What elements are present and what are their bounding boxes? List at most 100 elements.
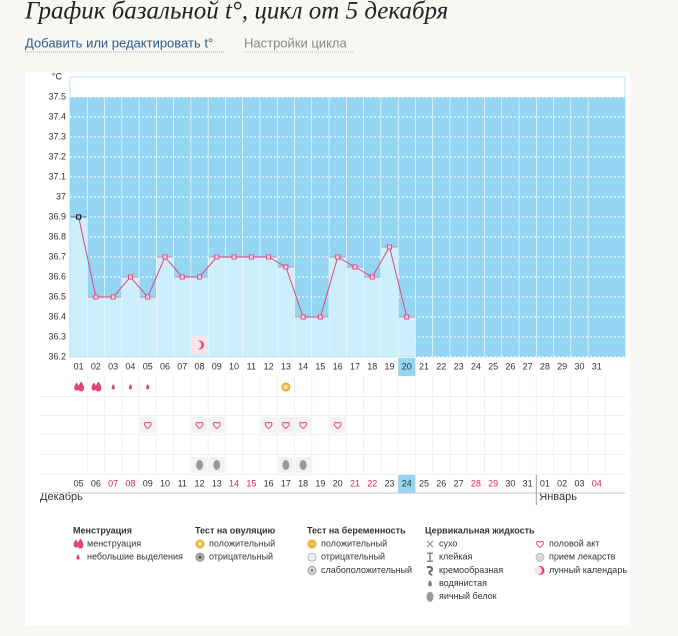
date-label: 09: [143, 478, 153, 488]
dot: [198, 555, 202, 559]
icon-sticky: [427, 552, 433, 562]
icon-pregnancy-faint: [307, 565, 317, 575]
bar: [311, 316, 330, 358]
icon-sex: [282, 422, 290, 430]
date-label: 10: [160, 478, 170, 488]
x-tick-label: 14: [298, 361, 308, 371]
icon-egg-white: [299, 460, 307, 470]
y-tick-label: 37.2: [48, 151, 66, 161]
icon-sex: [264, 422, 273, 430]
icon-egg-white: [213, 460, 221, 470]
x-tick-label: 29: [557, 361, 567, 371]
legend-label: водянистая: [439, 578, 487, 588]
x-tick-label: 17: [350, 361, 360, 371]
bar: [121, 276, 140, 358]
bar: [294, 316, 313, 358]
x-tick-label: 20: [402, 361, 412, 371]
x-tick-label: 27: [523, 361, 533, 371]
icon-sex: [212, 422, 221, 430]
moon-cut: [193, 341, 202, 349]
bar: [104, 296, 123, 358]
drop: [78, 381, 85, 392]
date-label: 13: [212, 478, 222, 488]
x-tick-label: 12: [264, 361, 274, 371]
y-tick-label: 36.4: [48, 311, 66, 321]
icon-dry: [426, 540, 434, 548]
heart: [299, 422, 308, 430]
date-label: 11: [178, 478, 187, 488]
legend-label: яичный белок: [439, 591, 497, 601]
dot: [307, 552, 317, 562]
highlight: [398, 475, 416, 493]
bar: [138, 296, 157, 358]
icon-egg-white: [282, 460, 290, 470]
legend-label: сухо: [439, 538, 457, 548]
date-label: 02: [557, 478, 567, 488]
date-label: 18: [298, 478, 308, 488]
date-label: 19: [315, 478, 325, 488]
date-label: 08: [125, 478, 135, 488]
date-label: 15: [246, 478, 256, 488]
symbol-cell: [209, 417, 225, 433]
x-tick-label: 19: [384, 361, 394, 371]
icon-egg-white: [196, 460, 204, 470]
icon-watery: [428, 580, 432, 587]
date-label: 01: [540, 478, 550, 488]
icon-ovulation-positive: [195, 539, 205, 549]
bar: [259, 256, 278, 358]
date-label: 31: [523, 478, 533, 488]
x-tick-label: 25: [488, 361, 498, 371]
bar: [380, 246, 399, 358]
legend-label: клейкая: [439, 552, 472, 562]
icon-pregnancy-positive: [307, 539, 317, 549]
moon-cut: [534, 566, 542, 575]
bar: [173, 276, 192, 358]
date-label: 05: [74, 478, 84, 488]
icon-medicine: [535, 552, 545, 562]
icon-sex: [536, 541, 544, 549]
icon-menstruation: [73, 538, 84, 549]
drop: [91, 382, 97, 391]
icon-ovulation-positive: [281, 382, 291, 392]
x-tick-label: 06: [160, 361, 170, 371]
symbol-cell: [260, 417, 277, 433]
heart: [536, 541, 544, 549]
x-tick-label: 07: [177, 361, 187, 371]
heart: [212, 422, 221, 430]
settings-link[interactable]: Настройки цикла: [244, 35, 347, 50]
legend-label: лунный календарь: [549, 565, 627, 575]
x-tick-label: 03: [108, 361, 118, 371]
date-label: 30: [505, 478, 515, 488]
bar: [397, 316, 416, 358]
bar: [225, 256, 243, 358]
icon-pregnancy-negative: [307, 552, 317, 562]
drop: [111, 384, 115, 390]
x-tick-label: 04: [125, 361, 135, 371]
edit-link[interactable]: Добавить или редактировать t°: [25, 35, 213, 50]
egg: [196, 460, 204, 470]
symbol-cell: [191, 417, 208, 433]
dot: [307, 539, 317, 549]
date-label: 16: [264, 478, 274, 488]
x-tick-label: 02: [91, 361, 101, 371]
legend-title: Тест на беременность: [307, 525, 406, 535]
icon-menstruation: [91, 381, 102, 392]
symbol-cell: [295, 417, 311, 433]
dot: [310, 568, 314, 572]
drop: [73, 539, 79, 548]
icon-egg-white: [426, 591, 434, 602]
legend-label: положительный: [209, 538, 275, 548]
x-tick-label: 31: [592, 361, 602, 371]
x-tick-label: 15: [315, 361, 325, 371]
icon-sex: [299, 422, 308, 430]
symbol-cell: [140, 417, 156, 433]
bar: [86, 296, 105, 358]
y-tick-label: 36.9: [48, 211, 66, 221]
icon-creamy: [426, 565, 434, 576]
heart: [264, 422, 273, 430]
date-label: 22: [367, 478, 377, 488]
date-label: 26: [436, 478, 446, 488]
icon-spotting: [76, 554, 80, 560]
y-tick-label: 36.5: [48, 291, 66, 301]
